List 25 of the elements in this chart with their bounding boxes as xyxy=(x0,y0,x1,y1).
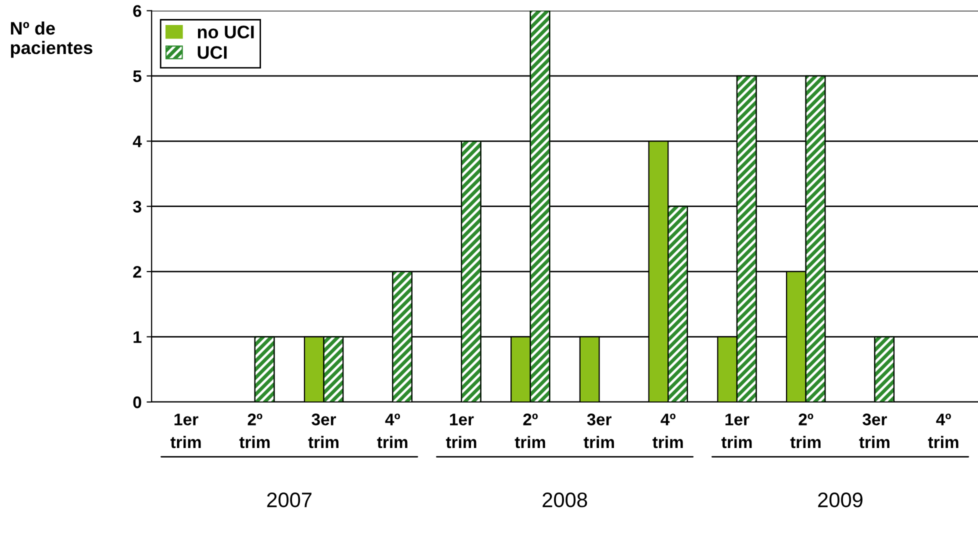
y-tick-label: 3 xyxy=(132,200,142,213)
legend-label: UCI xyxy=(198,46,227,59)
x-tick-label: 4º trim xyxy=(652,414,683,448)
legend-label: no UCI xyxy=(198,26,254,38)
x-tick-label: 1er trim xyxy=(446,414,476,448)
x-tick-label: 2º trim xyxy=(514,414,546,448)
y-tick-label: 4 xyxy=(132,136,142,148)
x-tick-label: 1er trim xyxy=(170,414,201,448)
y-tick-label: 0 xyxy=(133,396,142,408)
y-tick-label: 5 xyxy=(133,70,142,82)
y-tick-label: 1 xyxy=(134,331,142,343)
x-tick-label: 3er trim xyxy=(859,414,890,448)
x-tick-label: 2º trim xyxy=(790,414,821,448)
y-tick-label: 2 xyxy=(133,266,142,278)
x-tick-label: 2º trim xyxy=(239,414,270,448)
x-tick-label: 1er trim xyxy=(721,414,752,448)
x-tick-label: 3er trim xyxy=(308,414,338,448)
y-axis-title: Nº de pacientes xyxy=(10,21,92,58)
x-tick-label: 4º trim xyxy=(928,414,958,448)
y-tick-label: 6 xyxy=(133,5,142,17)
text: 2007 xyxy=(267,492,312,508)
x-tick-label: 3er trim xyxy=(584,414,614,448)
text: 2008 xyxy=(542,492,588,508)
x-tick-label: 4º trim xyxy=(377,414,408,448)
text: 2009 xyxy=(818,492,862,508)
